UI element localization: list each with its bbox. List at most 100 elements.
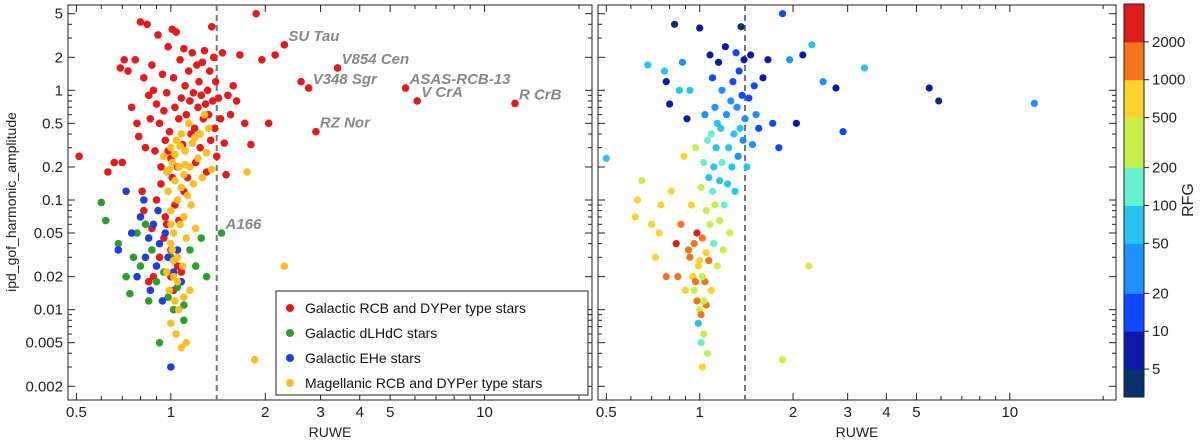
point-galactic-rcb-and-dyper-type-stars xyxy=(211,77,220,86)
point-rfg xyxy=(680,152,688,160)
point-galactic-rcb-and-dyper-type-stars xyxy=(161,136,170,145)
point-magellanic-rcb-and-dyper-type-stars xyxy=(175,163,183,171)
point-galactic-rcb-and-dyper-type-stars xyxy=(143,20,151,29)
left-y-tick-label: 0.002 xyxy=(25,378,63,395)
point-rfg xyxy=(696,24,704,32)
point-galactic-rcb-and-dyper-type-stars xyxy=(297,77,305,86)
point-rfg xyxy=(706,51,714,59)
point-rfg xyxy=(714,58,723,66)
point-galactic-rcb-and-dyper-type-stars xyxy=(189,88,198,97)
point-galactic-rcb-and-dyper-type-stars xyxy=(511,99,519,108)
point-galactic-dlhdc-stars xyxy=(126,289,134,298)
point-magellanic-rcb-and-dyper-type-stars xyxy=(207,165,216,174)
legend-marker xyxy=(286,354,294,362)
right-plot-frame xyxy=(597,4,1117,401)
point-galactic-rcb-and-dyper-type-stars xyxy=(155,119,164,128)
point-galactic-rcb-and-dyper-type-stars xyxy=(181,81,189,90)
legend-entry-label: Galactic EHe stars xyxy=(305,350,421,366)
left-x-tick-label: 5 xyxy=(386,404,394,421)
point-galactic-rcb-and-dyper-type-stars xyxy=(194,103,202,112)
left-x-tick-label: 2 xyxy=(261,404,269,421)
point-galactic-rcb-and-dyper-type-stars xyxy=(205,67,214,75)
point-galactic-rcb-and-dyper-type-stars xyxy=(177,94,186,102)
point-galactic-rcb-and-dyper-type-stars xyxy=(252,9,260,18)
point-rfg xyxy=(808,41,816,49)
point-magellanic-rcb-and-dyper-type-stars xyxy=(180,213,188,221)
point-rfg xyxy=(778,10,787,18)
colorbar-tick-label: 100 xyxy=(1152,197,1177,214)
point-galactic-rcb-and-dyper-type-stars xyxy=(164,42,172,51)
point-galactic-rcb-and-dyper-type-stars xyxy=(177,268,186,276)
point-rfg xyxy=(745,94,753,102)
point-galactic-rcb-and-dyper-type-stars xyxy=(401,84,410,92)
point-rfg xyxy=(681,286,690,294)
point-magellanic-rcb-and-dyper-type-stars xyxy=(191,224,200,233)
point-magellanic-rcb-and-dyper-type-stars xyxy=(171,176,179,185)
colorbar-ticks: 5 10 20 50 100 200 500 1000 2000 xyxy=(1144,34,1185,378)
point-rfg xyxy=(925,84,933,92)
point-magellanic-rcb-and-dyper-type-stars xyxy=(173,196,182,204)
point-galactic-rcb-and-dyper-type-stars xyxy=(203,86,212,95)
point-galactic-ehe-stars xyxy=(146,286,155,295)
colorbar-segment xyxy=(1124,117,1144,169)
point-magellanic-rcb-and-dyper-type-stars xyxy=(190,133,199,142)
point-galactic-ehe-stars xyxy=(164,253,172,262)
point-rfg xyxy=(707,130,715,138)
point-rfg xyxy=(708,74,717,82)
legend: Galactic RCB and DYPer type stars Galacti… xyxy=(275,290,589,396)
point-magellanic-rcb-and-dyper-type-stars xyxy=(172,330,181,338)
point-rfg xyxy=(697,183,705,192)
left-x-tick-label: 1 xyxy=(167,404,175,421)
point-galactic-rcb-and-dyper-type-stars xyxy=(144,91,153,100)
annotation-label: V CrA xyxy=(421,84,463,101)
point-rfg xyxy=(700,330,708,338)
point-galactic-rcb-and-dyper-type-stars xyxy=(232,97,241,105)
annotation-label: R CrB xyxy=(519,86,562,103)
point-rfg xyxy=(719,246,727,254)
point-rfg xyxy=(706,220,714,228)
point-magellanic-rcb-and-dyper-type-stars xyxy=(167,239,175,248)
point-rfg xyxy=(739,136,747,144)
point-rfg xyxy=(755,124,763,132)
left-y-tick-label: 0.02 xyxy=(34,269,63,286)
legend-entries: Galactic RCB and DYPer type stars Galacti… xyxy=(286,300,542,391)
point-galactic-rcb-and-dyper-type-stars xyxy=(206,136,215,145)
colorbar-segments xyxy=(1124,4,1144,398)
legend-frame xyxy=(275,290,589,396)
point-rfg xyxy=(713,119,721,127)
point-rfg xyxy=(698,234,706,242)
left-y-tick-label: 1 xyxy=(55,82,63,99)
point-rfg xyxy=(690,286,698,294)
left-ticks: 0.5 1 2 3 4 5 10 0.002 0.005 0.01 0.02 0.05 0.1 0.2 0.… xyxy=(25,5,592,421)
point-magellanic-rcb-and-dyper-type-stars xyxy=(194,154,202,163)
colorbar-tick-label: 20 xyxy=(1152,285,1169,302)
point-rfg xyxy=(750,82,758,90)
point-magellanic-rcb-and-dyper-type-stars xyxy=(280,262,289,270)
colorbar-tick-label: 1000 xyxy=(1152,72,1185,89)
point-magellanic-rcb-and-dyper-type-stars xyxy=(177,183,186,192)
point-rfg xyxy=(778,356,787,364)
point-rfg xyxy=(701,111,709,119)
point-rfg xyxy=(775,144,783,152)
point-magellanic-rcb-and-dyper-type-stars xyxy=(183,191,192,200)
point-galactic-ehe-stars xyxy=(136,213,145,221)
legend-entry-label: Galactic RCB and DYPer type stars xyxy=(305,300,526,316)
point-rfg xyxy=(690,240,698,248)
colorbar-frame xyxy=(1123,3,1145,398)
point-magellanic-rcb-and-dyper-type-stars xyxy=(167,143,175,152)
colorbar-tick-label: 10 xyxy=(1152,323,1169,340)
point-rfg xyxy=(677,220,685,228)
point-galactic-dlhdc-stars xyxy=(197,234,206,242)
point-galactic-rcb-and-dyper-type-stars xyxy=(280,41,289,49)
point-galactic-rcb-and-dyper-type-stars xyxy=(169,74,178,82)
left-y-tick-label: 0.01 xyxy=(34,302,63,319)
point-galactic-rcb-and-dyper-type-stars xyxy=(218,48,227,57)
point-galactic-rcb-and-dyper-type-stars xyxy=(413,97,422,105)
point-rfg xyxy=(792,119,800,127)
point-rfg xyxy=(662,273,670,281)
point-galactic-rcb-and-dyper-type-stars xyxy=(127,103,136,112)
point-galactic-rcb-and-dyper-type-stars xyxy=(149,86,158,95)
left-x-axis-label: RUWE xyxy=(309,424,352,440)
point-magellanic-rcb-and-dyper-type-stars xyxy=(165,286,174,295)
